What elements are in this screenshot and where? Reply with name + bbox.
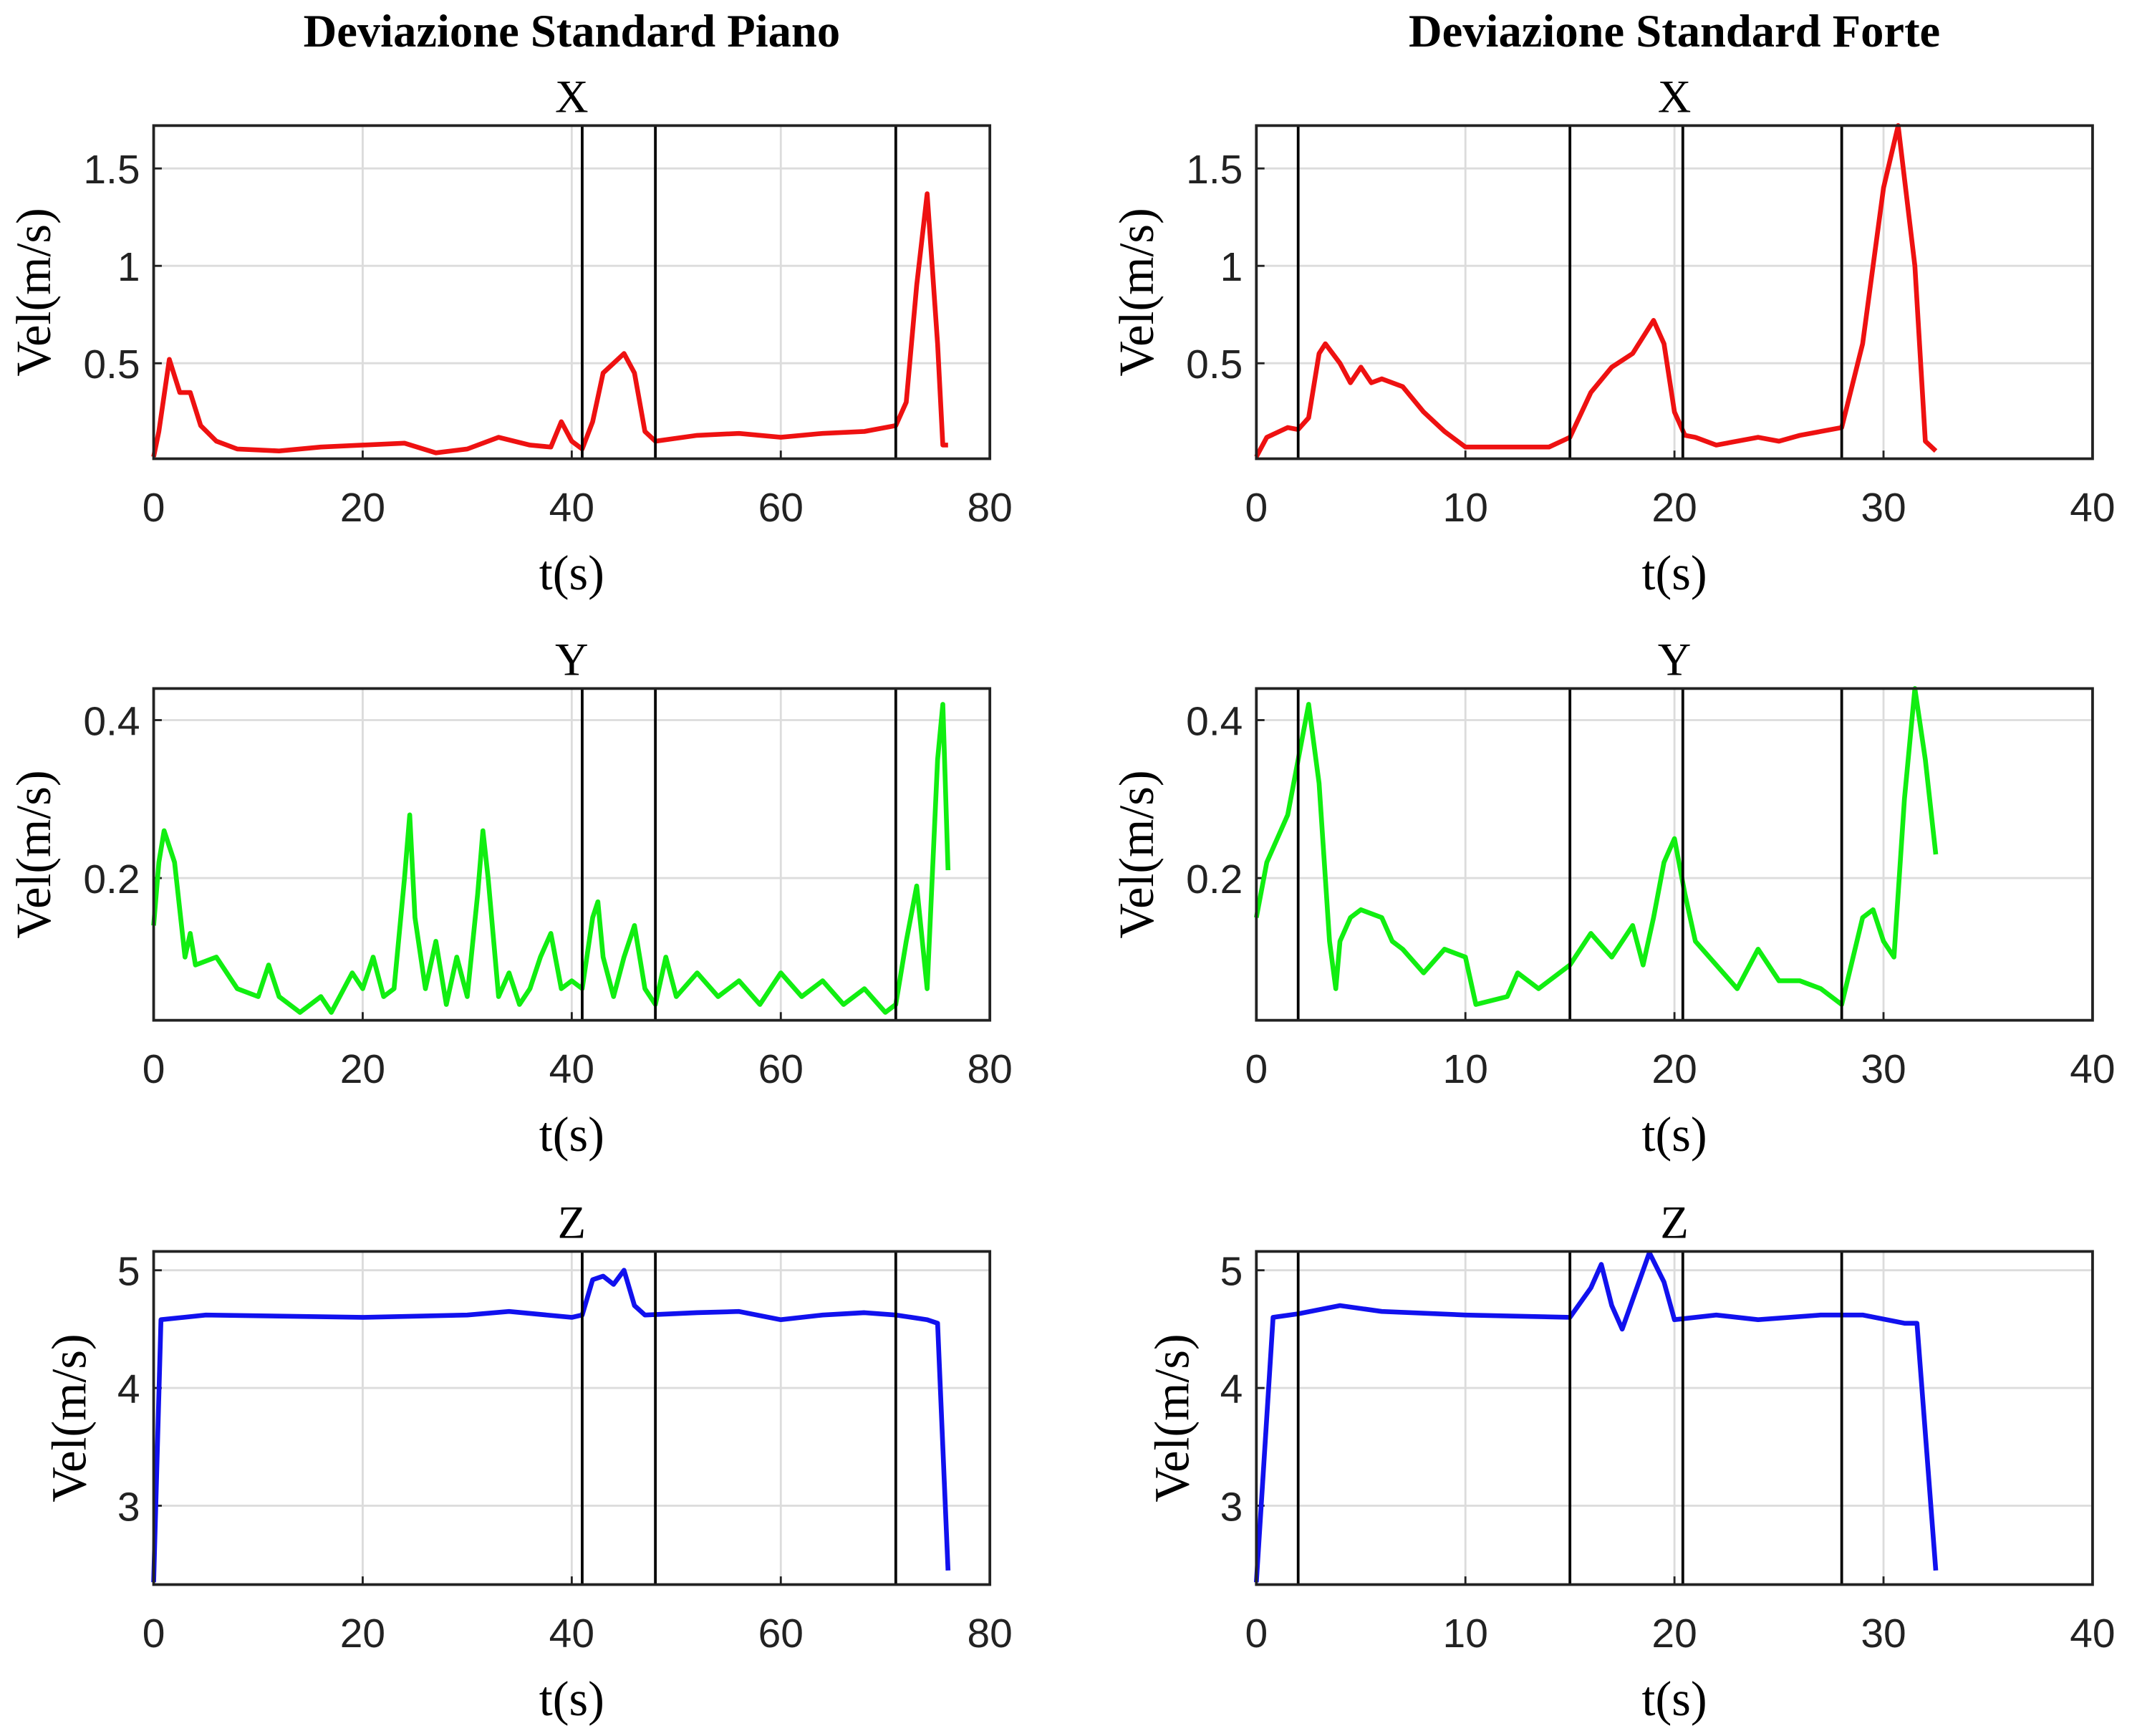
y-tick-label: 1 <box>117 244 140 290</box>
x-tick-label: 0 <box>1245 485 1268 531</box>
x-tick-label: 40 <box>2070 1611 2115 1657</box>
x-tick-label: 60 <box>758 485 804 531</box>
x-tick-label: 20 <box>340 1046 385 1092</box>
data-line <box>151 1268 951 1583</box>
x-tick-label: 80 <box>968 1046 1013 1092</box>
y-tick-label: 4 <box>1220 1366 1243 1412</box>
y-tick-label: 0.5 <box>1186 342 1243 387</box>
x-tick-label: 0 <box>1245 1611 1268 1657</box>
x-tick-label: 60 <box>758 1046 804 1092</box>
subplot-title: Y <box>1658 633 1692 685</box>
x-tick-label: 60 <box>758 1611 804 1657</box>
y-tick-label: 1.5 <box>1186 147 1243 193</box>
y-tick-label: 4 <box>117 1366 140 1412</box>
x-tick-label: 10 <box>1443 485 1488 531</box>
x-axis-label: t(s) <box>539 1672 604 1726</box>
subplot-title: X <box>1658 70 1692 122</box>
x-tick-label: 0 <box>1245 1046 1268 1092</box>
x-tick-label: 10 <box>1443 1046 1488 1092</box>
x-tick-label: 30 <box>1861 1611 1906 1657</box>
axes-box <box>152 124 992 460</box>
y-tick-label: 0.2 <box>1186 857 1243 902</box>
y-tick-label: 3 <box>117 1484 140 1530</box>
y-tick-label: 1.5 <box>83 147 140 193</box>
x-tick-label: 20 <box>1651 1611 1697 1657</box>
x-tick-label: 20 <box>1651 1046 1697 1092</box>
data-line <box>1253 1250 1939 1583</box>
x-axis-label: t(s) <box>539 546 604 600</box>
y-axis-label: Vel(m/s) <box>1109 770 1164 938</box>
y-tick-label: 5 <box>117 1249 140 1295</box>
x-tick-label: 20 <box>340 485 385 531</box>
y-axis-label: Vel(m/s) <box>42 1334 97 1502</box>
y-axis-label: Vel(m/s) <box>6 770 61 938</box>
subplot-title: X <box>555 70 589 122</box>
column-header: Deviazione Standard Forte <box>1409 5 1940 57</box>
y-axis-label: Vel(m/s) <box>1109 208 1164 376</box>
y-axis-label: Vel(m/s) <box>1144 1334 1199 1502</box>
x-tick-label: 10 <box>1443 1611 1488 1657</box>
x-tick-label: 40 <box>2070 1046 2115 1092</box>
x-tick-label: 30 <box>1861 1046 1906 1092</box>
column-header: Deviazione Standard Piano <box>304 5 841 57</box>
x-tick-label: 0 <box>143 1611 165 1657</box>
x-axis-label: t(s) <box>1642 1107 1707 1162</box>
y-tick-label: 0.5 <box>83 342 140 387</box>
y-tick-label: 0.2 <box>83 857 140 902</box>
x-tick-label: 20 <box>1651 485 1697 531</box>
x-axis-label: t(s) <box>1642 546 1707 600</box>
axes-box <box>152 687 992 1022</box>
x-tick-label: 0 <box>143 1046 165 1092</box>
axes-box <box>1255 687 2094 1022</box>
x-axis-label: t(s) <box>1642 1672 1707 1726</box>
axes-box <box>152 1250 992 1586</box>
y-tick-label: 0.4 <box>1186 698 1243 744</box>
x-axis-label: t(s) <box>539 1107 604 1162</box>
data-line <box>151 191 948 458</box>
subplot-title: Z <box>1660 1196 1688 1248</box>
y-tick-label: 1 <box>1220 244 1243 290</box>
x-tick-label: 20 <box>340 1611 385 1657</box>
x-tick-label: 40 <box>549 1611 594 1657</box>
subplot-title: Z <box>558 1196 586 1248</box>
x-tick-label: 40 <box>549 1046 594 1092</box>
axes-box <box>1255 1250 2094 1586</box>
x-tick-label: 40 <box>549 485 594 531</box>
data-line <box>1254 686 1939 1007</box>
y-tick-label: 5 <box>1220 1249 1243 1295</box>
y-tick-label: 0.4 <box>83 698 140 744</box>
data-line <box>151 702 951 1015</box>
x-tick-label: 80 <box>968 485 1013 531</box>
data-line <box>1254 123 1938 458</box>
subplot-title: Y <box>555 633 589 685</box>
x-tick-label: 30 <box>1861 485 1906 531</box>
y-tick-label: 3 <box>1220 1484 1243 1530</box>
x-tick-label: 0 <box>143 485 165 531</box>
y-axis-label: Vel(m/s) <box>6 208 61 376</box>
axes-box <box>1255 124 2094 460</box>
x-tick-label: 80 <box>968 1611 1013 1657</box>
x-tick-label: 40 <box>2070 485 2115 531</box>
